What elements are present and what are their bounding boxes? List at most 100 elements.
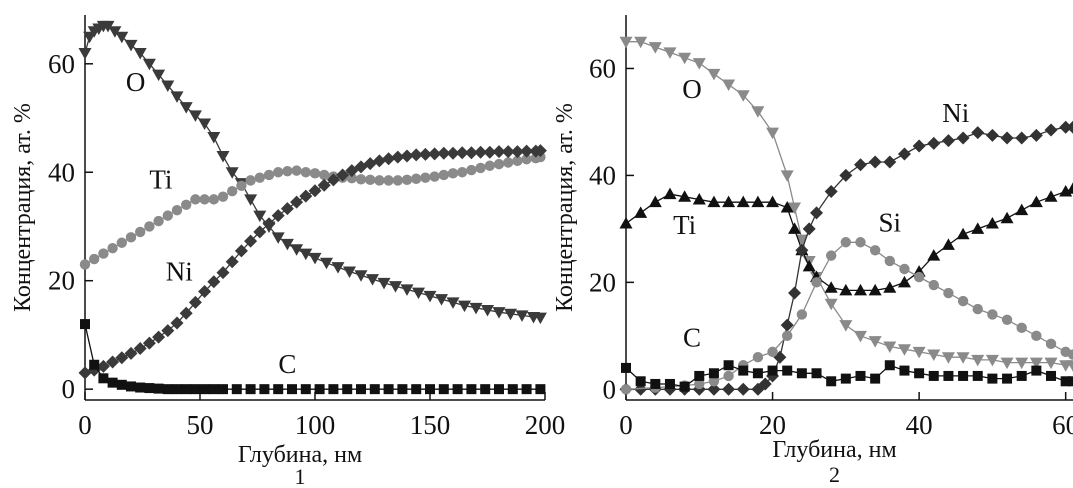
series-c [80,319,546,395]
data-point-ti [780,201,794,213]
data-point-ni [234,244,248,258]
data-point-si [913,271,925,283]
data-point-c [452,384,463,395]
data-point-o [290,244,304,256]
data-point-ti [692,192,706,205]
data-point-si [1001,314,1013,325]
data-point-ti [190,194,201,205]
data-point-o [707,68,721,81]
data-point-ni [533,144,547,158]
data-point-ni [188,295,202,309]
data-point-ti [401,174,413,186]
data-point-ni [927,136,941,150]
data-point-ti [300,167,311,178]
data-point-c [782,365,793,376]
data-point-si [620,384,632,395]
data-point-c [89,359,100,370]
data-point-c [899,365,910,376]
data-point-ni [133,341,147,355]
data-point-c [958,370,969,381]
data-point-ni [824,184,838,198]
x-tick-label: 100 [295,410,336,440]
data-point-ti [619,217,633,229]
data-point-c [480,384,491,395]
data-point-c [1031,365,1042,376]
data-point-ti [985,217,999,229]
data-point-ni [788,286,802,300]
x-tick-label: 20 [759,410,786,440]
data-point-ti [466,164,477,176]
y-axis-label: Концентрация, ат. % [10,103,36,312]
data-point-o [469,302,483,315]
data-point-o [253,210,267,223]
data-point-si [928,279,939,291]
data-point-ti [503,157,514,168]
data-point-ni [418,147,432,161]
data-point-o [956,352,970,364]
data-point-o [634,36,648,49]
data-point-ti [751,195,765,208]
data-point-o [101,20,115,33]
data-point-ni [941,134,955,148]
data-point-c [943,370,954,381]
data-point-o [1015,357,1029,370]
data-point-c [383,384,394,395]
y-tick-label: 20 [589,267,616,297]
data-point-o [179,102,193,114]
data-point-c [1068,376,1073,387]
data-point-c [259,384,270,395]
data-point-ti [853,283,867,296]
data-point-ni [106,355,120,369]
data-point-c [425,384,435,395]
data-point-ni [446,146,460,160]
data-point-ti [346,173,357,184]
data-point-o [853,330,867,343]
data-point-ni [225,255,239,269]
data-point-si [957,295,969,307]
data-point-o [207,132,221,144]
data-point-c [694,370,705,381]
series-annotation-o: O [126,67,146,97]
data-point-c [723,360,734,371]
data-point-ni [308,184,322,198]
data-point-si [1067,349,1073,360]
data-point-c [767,365,778,376]
data-point-c [144,383,155,394]
data-point-o [492,307,506,319]
data-point-ni [736,382,750,396]
data-point-si [708,376,720,387]
series-ti [79,151,546,270]
series-ti [619,182,1073,296]
data-point-ti [678,190,692,202]
data-point-si [1016,322,1027,334]
data-point-ni [883,155,897,169]
data-point-ti [484,160,495,171]
data-point-o [400,284,414,296]
data-point-si [752,352,764,363]
data-point-c [650,378,661,389]
data-point-o [1000,357,1014,370]
data-point-ti [493,158,505,170]
series-annotation-si: Si [879,208,902,238]
data-point-o [766,127,780,140]
data-point-ni [810,206,824,220]
data-point-o [299,248,313,261]
data-point-c [218,384,228,395]
data-point-ti [766,195,780,208]
data-point-ni [492,145,506,159]
data-point-c [107,377,118,388]
panel-number: 2 [829,462,840,487]
data-point-ti [722,195,736,208]
data-point-ti [181,199,192,210]
data-point-c [870,373,881,384]
data-point-o [515,310,529,322]
data-point-c [342,384,353,395]
data-point-si [723,370,734,382]
data-point-o [423,290,437,303]
data-point-ti [883,281,897,293]
data-point-ti [135,226,146,238]
data-point-c [328,384,339,395]
data-point-ni [985,128,999,142]
data-point-ti [217,191,229,202]
data-point-si [899,263,910,275]
